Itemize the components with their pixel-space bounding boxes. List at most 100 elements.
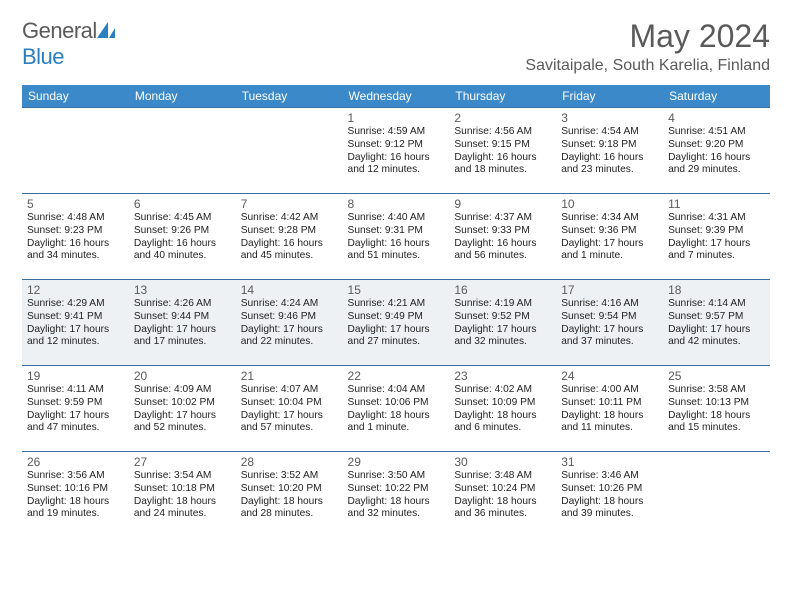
day-number: 26 — [27, 455, 124, 469]
dl2-text: and 17 minutes. — [134, 336, 231, 349]
sunset-text: Sunset: 10:11 PM — [561, 397, 658, 410]
day-number: 31 — [561, 455, 658, 469]
dl2-text: and 51 minutes. — [348, 250, 445, 263]
dl1-text: Daylight: 17 hours — [561, 324, 658, 337]
calendar-week: 26Sunrise: 3:56 AMSunset: 10:16 PM Daylig… — [22, 452, 770, 538]
dl2-text: and 32 minutes. — [348, 508, 445, 521]
sunrise-text: Sunrise: 3:58 AM — [668, 384, 765, 397]
day-header-row: SundayMondayTuesdayWednesdayThursdayFrid… — [22, 85, 770, 108]
calendar-day: 16Sunrise: 4:19 AMSunset: 9:52 PMDayligh… — [449, 280, 556, 366]
day-number: 1 — [348, 111, 445, 125]
sunrise-text: Sunrise: 4:29 AM — [27, 298, 124, 311]
day-number: 21 — [241, 369, 338, 383]
sunrise-text: Sunrise: 4:34 AM — [561, 212, 658, 225]
sunset-text: Sunset: 9:46 PM — [241, 311, 338, 324]
day-number: 2 — [454, 111, 551, 125]
day-header: Thursday — [449, 85, 556, 108]
sunset-text: Sunset: 10:13 PM — [668, 397, 765, 410]
sunset-text: Sunset: 10:24 PM — [454, 483, 551, 496]
day-number: 29 — [348, 455, 445, 469]
dl2-text: and 1 minute. — [348, 422, 445, 435]
day-number: 25 — [668, 369, 765, 383]
dl2-text: and 39 minutes. — [561, 508, 658, 521]
dl2-text: and 36 minutes. — [454, 508, 551, 521]
sunrise-text: Sunrise: 4:40 AM — [348, 212, 445, 225]
dl2-text: and 12 minutes. — [27, 336, 124, 349]
calendar-day: 24Sunrise: 4:00 AMSunset: 10:11 PMDaylig… — [556, 366, 663, 452]
dl1-text: Daylight: 16 hours — [134, 238, 231, 251]
sunset-text: Sunset: 9:28 PM — [241, 225, 338, 238]
dl1-text: Daylight: 17 hours — [27, 324, 124, 337]
day-number: 3 — [561, 111, 658, 125]
dl1-text: Daylight: 18 hours — [561, 496, 658, 509]
day-number: 11 — [668, 197, 765, 211]
sail-icon — [97, 18, 115, 44]
sunset-text: Sunset: 9:12 PM — [348, 139, 445, 152]
sunrise-text: Sunrise: 4:37 AM — [454, 212, 551, 225]
day-number: 13 — [134, 283, 231, 297]
day-number: 7 — [241, 197, 338, 211]
dl1-text: Daylight: 17 hours — [668, 238, 765, 251]
dl1-text: Daylight: 17 hours — [561, 238, 658, 251]
day-number: 17 — [561, 283, 658, 297]
dl1-text: Daylight: 16 hours — [348, 152, 445, 165]
calendar-day: 23Sunrise: 4:02 AMSunset: 10:09 PMDaylig… — [449, 366, 556, 452]
day-number: 14 — [241, 283, 338, 297]
calendar-day: 13Sunrise: 4:26 AMSunset: 9:44 PMDayligh… — [129, 280, 236, 366]
calendar-week: 12Sunrise: 4:29 AMSunset: 9:41 PMDayligh… — [22, 280, 770, 366]
dl2-text: and 6 minutes. — [454, 422, 551, 435]
calendar-day: 4Sunrise: 4:51 AMSunset: 9:20 PMDaylight… — [663, 108, 770, 194]
calendar-day: 22Sunrise: 4:04 AMSunset: 10:06 PMDaylig… — [343, 366, 450, 452]
sunrise-text: Sunrise: 3:50 AM — [348, 470, 445, 483]
dl1-text: Daylight: 17 hours — [27, 410, 124, 423]
dl1-text: Daylight: 16 hours — [27, 238, 124, 251]
calendar-day: 2Sunrise: 4:56 AMSunset: 9:15 PMDaylight… — [449, 108, 556, 194]
sunset-text: Sunset: 9:44 PM — [134, 311, 231, 324]
dl2-text: and 11 minutes. — [561, 422, 658, 435]
day-header: Friday — [556, 85, 663, 108]
sunrise-text: Sunrise: 4:48 AM — [27, 212, 124, 225]
calendar-day: 20Sunrise: 4:09 AMSunset: 10:02 PMDaylig… — [129, 366, 236, 452]
calendar-day: 6Sunrise: 4:45 AMSunset: 9:26 PMDaylight… — [129, 194, 236, 280]
day-number: 4 — [668, 111, 765, 125]
sunrise-text: Sunrise: 4:07 AM — [241, 384, 338, 397]
day-header: Wednesday — [343, 85, 450, 108]
sunrise-text: Sunrise: 3:52 AM — [241, 470, 338, 483]
sunset-text: Sunset: 9:33 PM — [454, 225, 551, 238]
dl1-text: Daylight: 17 hours — [241, 410, 338, 423]
calendar-day — [236, 108, 343, 194]
day-number: 23 — [454, 369, 551, 383]
sunrise-text: Sunrise: 4:14 AM — [668, 298, 765, 311]
calendar-week: 5Sunrise: 4:48 AMSunset: 9:23 PMDaylight… — [22, 194, 770, 280]
calendar-day: 29Sunrise: 3:50 AMSunset: 10:22 PMDaylig… — [343, 452, 450, 538]
day-number: 15 — [348, 283, 445, 297]
sunrise-text: Sunrise: 3:56 AM — [27, 470, 124, 483]
sunrise-text: Sunrise: 4:16 AM — [561, 298, 658, 311]
calendar-day: 11Sunrise: 4:31 AMSunset: 9:39 PMDayligh… — [663, 194, 770, 280]
sunrise-text: Sunrise: 4:56 AM — [454, 126, 551, 139]
day-header: Sunday — [22, 85, 129, 108]
day-number: 19 — [27, 369, 124, 383]
sunset-text: Sunset: 10:06 PM — [348, 397, 445, 410]
header: General Blue May 2024 Savitaipale, South… — [22, 18, 770, 75]
sunrise-text: Sunrise: 4:26 AM — [134, 298, 231, 311]
calendar-week: 1Sunrise: 4:59 AMSunset: 9:12 PMDaylight… — [22, 108, 770, 194]
sunrise-text: Sunrise: 4:54 AM — [561, 126, 658, 139]
sunrise-text: Sunrise: 4:00 AM — [561, 384, 658, 397]
day-number: 22 — [348, 369, 445, 383]
dl2-text: and 18 minutes. — [454, 164, 551, 177]
dl2-text: and 37 minutes. — [561, 336, 658, 349]
calendar-day: 27Sunrise: 3:54 AMSunset: 10:18 PMDaylig… — [129, 452, 236, 538]
sunrise-text: Sunrise: 4:42 AM — [241, 212, 338, 225]
sunrise-text: Sunrise: 3:48 AM — [454, 470, 551, 483]
dl2-text: and 24 minutes. — [134, 508, 231, 521]
day-header: Saturday — [663, 85, 770, 108]
sunset-text: Sunset: 9:18 PM — [561, 139, 658, 152]
calendar-day — [129, 108, 236, 194]
sunset-text: Sunset: 9:57 PM — [668, 311, 765, 324]
day-header: Tuesday — [236, 85, 343, 108]
sunset-text: Sunset: 10:16 PM — [27, 483, 124, 496]
calendar-table: SundayMondayTuesdayWednesdayThursdayFrid… — [22, 85, 770, 538]
sunset-text: Sunset: 10:20 PM — [241, 483, 338, 496]
dl2-text: and 57 minutes. — [241, 422, 338, 435]
